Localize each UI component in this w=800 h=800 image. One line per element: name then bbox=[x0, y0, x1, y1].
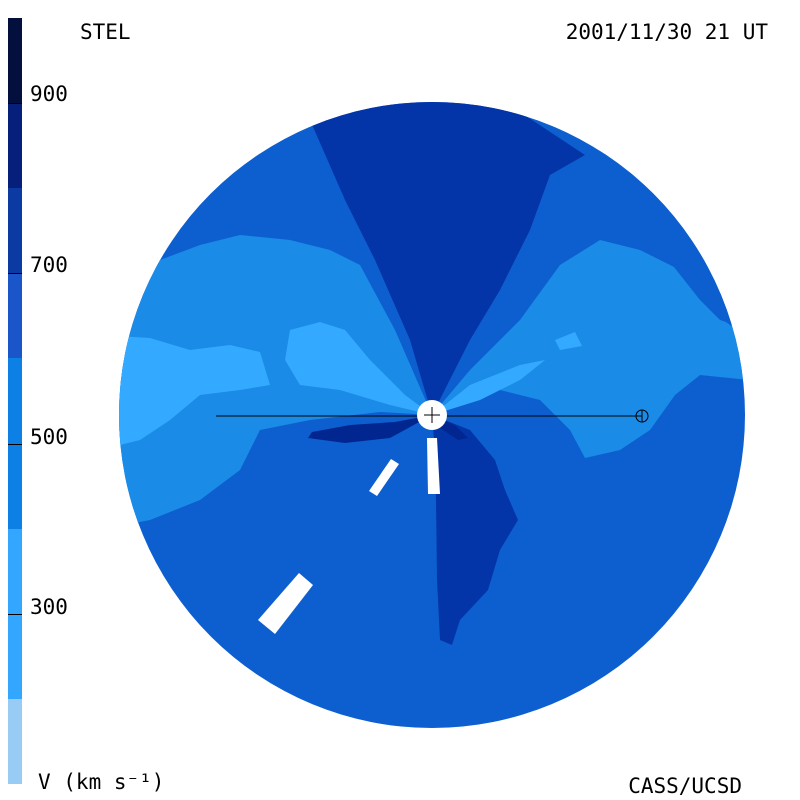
data-gap-wedge-left bbox=[369, 459, 399, 496]
colorbar-tick-2 bbox=[8, 443, 22, 445]
velocity-region-lowest-patch bbox=[555, 332, 582, 350]
colorbar-tick-label-500: 500 bbox=[30, 425, 68, 449]
earth-icon bbox=[635, 409, 649, 423]
colorbar-band-0 bbox=[8, 698, 22, 784]
credit-label: CASS/UCSD bbox=[628, 774, 742, 798]
velocity-region-lowest-right bbox=[432, 360, 545, 415]
velocity-region-lowest-left bbox=[119, 335, 270, 450]
velocity-colorbar bbox=[8, 18, 22, 784]
velocity-region-high-bottom bbox=[432, 415, 518, 645]
colorbar-tick-0 bbox=[8, 103, 22, 105]
colorbar-tick-3 bbox=[8, 613, 22, 615]
velocity-region-highest-left bbox=[308, 415, 432, 443]
colorbar-tick-label-300: 300 bbox=[30, 595, 68, 619]
timestamp-label: 2001/11/30 21 UT bbox=[565, 20, 768, 44]
observatory-label: STEL bbox=[80, 20, 131, 44]
velocity-unit-label: V (km s⁻¹) bbox=[38, 770, 165, 794]
velocity-region-lowest-inner bbox=[285, 322, 432, 415]
data-gap-wedge-lower-left bbox=[258, 573, 313, 634]
colorbar-band-4 bbox=[8, 188, 22, 274]
colorbar-band-3 bbox=[8, 273, 22, 359]
data-gap-wedge-center bbox=[427, 438, 440, 494]
colorbar-tick-label-900: 900 bbox=[30, 82, 68, 106]
colorbar-band-6 bbox=[8, 18, 22, 104]
velocity-region-mid-right-top bbox=[432, 150, 745, 415]
colorbar-band-5 bbox=[8, 103, 22, 189]
colorbar-tick-label-700: 700 bbox=[30, 253, 68, 277]
colorbar-tick-1 bbox=[8, 273, 22, 275]
velocity-region-high-top bbox=[310, 102, 585, 415]
velocity-region-low-right bbox=[432, 240, 745, 458]
